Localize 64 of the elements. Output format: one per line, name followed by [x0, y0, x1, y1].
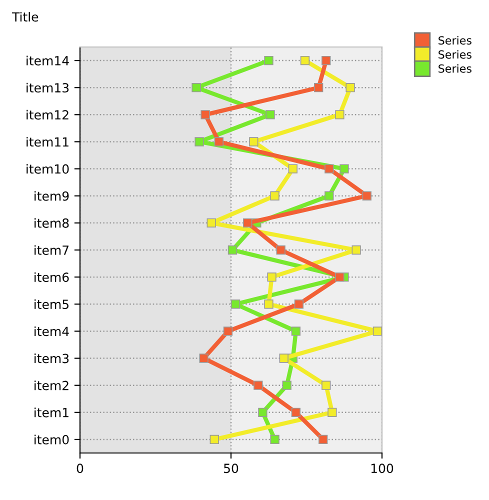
- point: [324, 191, 334, 200]
- point: [340, 164, 349, 174]
- y-tick-label: item1: [34, 408, 68, 418]
- point: [372, 326, 382, 336]
- y-tick-label: item13: [26, 82, 69, 93]
- point: [210, 434, 219, 444]
- y-tick-label: item7: [34, 245, 69, 255]
- y-tick-label: item9: [34, 191, 69, 201]
- y-tick-label: item5: [34, 299, 68, 310]
- y-tick-label: item2: [34, 380, 68, 390]
- point: [264, 56, 274, 66]
- y-tick-label: item6: [34, 272, 69, 282]
- legend-label: Series: [438, 50, 472, 59]
- point: [270, 191, 280, 200]
- point: [199, 354, 208, 363]
- point: [276, 245, 286, 255]
- point: [291, 326, 301, 336]
- y-tick-label: item0: [34, 434, 69, 444]
- point: [266, 110, 275, 120]
- point: [214, 137, 224, 146]
- y-tick-label: item10: [26, 164, 69, 174]
- point: [294, 300, 304, 309]
- point: [249, 137, 258, 146]
- point: [228, 245, 238, 255]
- point: [324, 164, 334, 174]
- x-tick-label: 0: [76, 464, 84, 474]
- point: [314, 83, 324, 92]
- point: [335, 272, 344, 282]
- point: [282, 380, 292, 390]
- point: [322, 380, 331, 390]
- point: [243, 218, 252, 228]
- point: [362, 191, 372, 200]
- point: [328, 408, 337, 417]
- point: [223, 326, 233, 336]
- legend-label: Series: [438, 64, 472, 73]
- point: [200, 110, 210, 120]
- point: [279, 354, 288, 363]
- y-tick-label: item8: [34, 218, 69, 228]
- point: [335, 110, 344, 120]
- point: [322, 56, 331, 66]
- point: [230, 300, 240, 309]
- chart-title: Title: [12, 12, 38, 22]
- x-tick-label: 100: [371, 464, 394, 474]
- legend-label: Series: [438, 36, 472, 45]
- point: [267, 272, 276, 282]
- point: [300, 56, 310, 66]
- point: [206, 218, 216, 228]
- point: [318, 434, 328, 444]
- y-tick-label: item3: [34, 354, 69, 364]
- x-tick-label: 50: [224, 464, 238, 474]
- point: [291, 408, 301, 417]
- point: [352, 245, 361, 255]
- y-tick-label: item11: [26, 136, 68, 147]
- point: [270, 434, 280, 444]
- point: [194, 137, 204, 146]
- y-tick-label: item12: [26, 110, 68, 120]
- y-tick-label: item14: [26, 56, 69, 66]
- point: [254, 380, 263, 390]
- point: [346, 83, 355, 92]
- point: [288, 164, 298, 174]
- y-tick-label: item4: [34, 326, 69, 336]
- point: [192, 83, 201, 92]
- point: [258, 408, 268, 417]
- point: [264, 300, 274, 309]
